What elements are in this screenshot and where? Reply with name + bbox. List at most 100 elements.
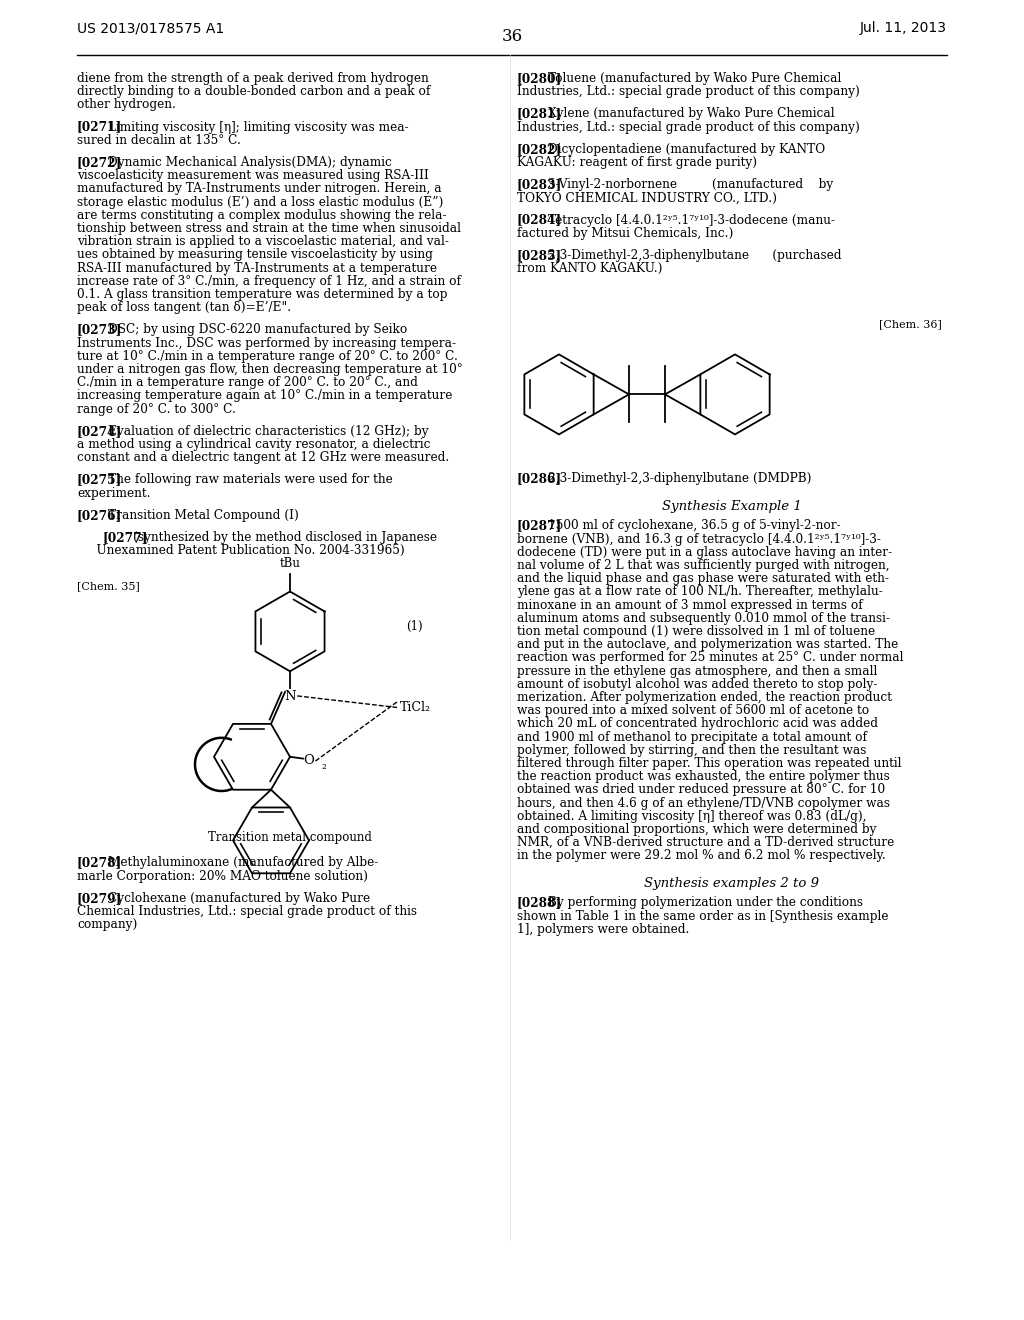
Text: filtered through filter paper. This operation was repeated until: filtered through filter paper. This oper… xyxy=(517,756,901,770)
Text: manufactured by TA-Instruments under nitrogen. Herein, a: manufactured by TA-Instruments under nit… xyxy=(77,182,441,195)
Text: Dicyclopentadiene (manufactured by KANTO: Dicyclopentadiene (manufactured by KANTO xyxy=(548,143,825,156)
Text: obtained. A limiting viscosity [η] thereof was 0.83 (dL/g),: obtained. A limiting viscosity [η] there… xyxy=(517,809,866,822)
Text: which 20 mL of concentrated hydrochloric acid was added: which 20 mL of concentrated hydrochloric… xyxy=(517,717,878,730)
Text: was poured into a mixed solvent of 5600 ml of acetone to: was poured into a mixed solvent of 5600 … xyxy=(517,704,869,717)
Text: increasing temperature again at 10° C./min in a temperature: increasing temperature again at 10° C./m… xyxy=(77,389,453,403)
Text: company): company) xyxy=(77,919,137,931)
Text: RSA-III manufactured by TA-Instruments at a temperature: RSA-III manufactured by TA-Instruments a… xyxy=(77,261,437,275)
Text: 1], polymers were obtained.: 1], polymers were obtained. xyxy=(517,923,689,936)
Text: ture at 10° C./min in a temperature range of 20° C. to 200° C.: ture at 10° C./min in a temperature rang… xyxy=(77,350,458,363)
Text: shown in Table 1 in the same order as in [Synthesis example: shown in Table 1 in the same order as in… xyxy=(517,909,889,923)
Text: [0283]: [0283] xyxy=(517,178,562,191)
Text: storage elastic modulus (E’) and a loss elastic modulus (E”): storage elastic modulus (E’) and a loss … xyxy=(77,195,443,209)
Text: US 2013/0178575 A1: US 2013/0178575 A1 xyxy=(77,21,224,36)
Text: pressure in the ethylene gas atmosphere, and then a small: pressure in the ethylene gas atmosphere,… xyxy=(517,664,878,677)
Text: and the liquid phase and gas phase were saturated with eth-: and the liquid phase and gas phase were … xyxy=(517,572,889,585)
Text: reaction was performed for 25 minutes at 25° C. under normal: reaction was performed for 25 minutes at… xyxy=(517,651,903,664)
Text: factured by Mitsui Chemicals, Inc.): factured by Mitsui Chemicals, Inc.) xyxy=(517,227,733,240)
Text: Limiting viscosity [η]; limiting viscosity was mea-: Limiting viscosity [η]; limiting viscosi… xyxy=(109,120,409,133)
Text: ues obtained by measuring tensile viscoelasticity by using: ues obtained by measuring tensile viscoe… xyxy=(77,248,433,261)
Text: hours, and then 4.6 g of an ethylene/TD/VNB copolymer was: hours, and then 4.6 g of an ethylene/TD/… xyxy=(517,796,890,809)
Text: aluminum atoms and subsequently 0.010 mmol of the transi-: aluminum atoms and subsequently 0.010 mm… xyxy=(517,611,890,624)
Text: polymer, followed by stirring, and then the resultant was: polymer, followed by stirring, and then … xyxy=(517,743,866,756)
Text: range of 20° C. to 300° C.: range of 20° C. to 300° C. xyxy=(77,403,236,416)
Text: ₂: ₂ xyxy=(321,759,326,772)
Text: nal volume of 2 L that was sufficiently purged with nitrogen,: nal volume of 2 L that was sufficiently … xyxy=(517,558,890,572)
Text: viscoelasticity measurement was measured using RSA-III: viscoelasticity measurement was measured… xyxy=(77,169,429,182)
Text: [0279]: [0279] xyxy=(77,892,122,904)
Text: Synthesis Example 1: Synthesis Example 1 xyxy=(663,499,802,512)
Text: [0286]: [0286] xyxy=(517,473,562,486)
Text: Xylene (manufactured by Wako Pure Chemical: Xylene (manufactured by Wako Pure Chemic… xyxy=(548,107,835,120)
Text: constant and a dielectric tangent at 12 GHz were measured.: constant and a dielectric tangent at 12 … xyxy=(77,451,450,465)
Text: [0277]: [0277] xyxy=(102,531,147,544)
Text: NMR, of a VNB-derived structure and a TD-derived structure: NMR, of a VNB-derived structure and a TD… xyxy=(517,836,894,849)
Text: sured in decalin at 135° C.: sured in decalin at 135° C. xyxy=(77,133,241,147)
Text: [0278]: [0278] xyxy=(77,857,122,870)
Text: Transition Metal Compound (I): Transition Metal Compound (I) xyxy=(109,508,299,521)
Text: 1500 ml of cyclohexane, 36.5 g of 5-vinyl-2-nor-: 1500 ml of cyclohexane, 36.5 g of 5-viny… xyxy=(548,519,841,532)
Text: under a nitrogen gas flow, then decreasing temperature at 10°: under a nitrogen gas flow, then decreasi… xyxy=(77,363,463,376)
Text: a method using a cylindrical cavity resonator, a dielectric: a method using a cylindrical cavity reso… xyxy=(77,438,430,451)
Text: Synthesis examples 2 to 9: Synthesis examples 2 to 9 xyxy=(644,876,819,890)
Text: [0288]: [0288] xyxy=(517,896,562,909)
Text: ylene gas at a flow rate of 100 NL/h. Thereafter, methylalu-: ylene gas at a flow rate of 100 NL/h. Th… xyxy=(517,585,883,598)
Text: marle Corporation: 20% MAO toluene solution): marle Corporation: 20% MAO toluene solut… xyxy=(77,870,368,883)
Text: [0271]: [0271] xyxy=(77,120,122,133)
Text: By performing polymerization under the conditions: By performing polymerization under the c… xyxy=(548,896,863,909)
Text: tionship between stress and strain at the time when sinusoidal: tionship between stress and strain at th… xyxy=(77,222,461,235)
Text: are terms constituting a complex modulus showing the rela-: are terms constituting a complex modulus… xyxy=(77,209,446,222)
Text: (synthesized by the method disclosed in Japanese: (synthesized by the method disclosed in … xyxy=(133,531,437,544)
Text: The following raw materials were used for the: The following raw materials were used fo… xyxy=(109,474,393,486)
Text: Industries, Ltd.: special grade product of this company): Industries, Ltd.: special grade product … xyxy=(517,120,860,133)
Text: and put in the autoclave, and polymerization was started. The: and put in the autoclave, and polymeriza… xyxy=(517,638,898,651)
Text: Industries, Ltd.: special grade product of this company): Industries, Ltd.: special grade product … xyxy=(517,86,860,98)
Text: TOKYO CHEMICAL INDUSTRY CO., LTD.): TOKYO CHEMICAL INDUSTRY CO., LTD.) xyxy=(517,191,777,205)
Text: Toluene (manufactured by Wako Pure Chemical: Toluene (manufactured by Wako Pure Chemi… xyxy=(548,73,842,84)
Text: peak of loss tangent (tan δ)=E’/E".: peak of loss tangent (tan δ)=E’/E". xyxy=(77,301,291,314)
Text: [0275]: [0275] xyxy=(77,474,122,486)
Text: Cyclohexane (manufactured by Wako Pure: Cyclohexane (manufactured by Wako Pure xyxy=(109,892,371,904)
Text: [0274]: [0274] xyxy=(77,425,122,438)
Text: Evaluation of dielectric characteristics (12 GHz); by: Evaluation of dielectric characteristics… xyxy=(109,425,429,438)
Text: [0282]: [0282] xyxy=(517,143,562,156)
Text: [0285]: [0285] xyxy=(517,249,562,261)
Text: Chemical Industries, Ltd.: special grade product of this: Chemical Industries, Ltd.: special grade… xyxy=(77,906,417,917)
Text: [0287]: [0287] xyxy=(517,519,562,532)
Text: bornene (VNB), and 16.3 g of tetracyclo [4.4.0.1²ʸ⁵.1⁷ʸ¹⁰]-3-: bornene (VNB), and 16.3 g of tetracyclo … xyxy=(517,532,881,545)
Text: [Chem. 36]: [Chem. 36] xyxy=(880,319,942,330)
Text: Methylaluminoxane (manufactured by Albe-: Methylaluminoxane (manufactured by Albe- xyxy=(109,857,379,870)
Text: [0272]: [0272] xyxy=(77,156,122,169)
Text: Tetracyclo [4.4.0.1²ʸ⁵.1⁷ʸ¹⁰]-3-dodecene (manu-: Tetracyclo [4.4.0.1²ʸ⁵.1⁷ʸ¹⁰]-3-dodecene… xyxy=(548,214,836,227)
Text: [0276]: [0276] xyxy=(77,508,122,521)
Text: from KANTO KAGAKU.): from KANTO KAGAKU.) xyxy=(517,263,663,275)
Text: 0.1. A glass transition temperature was determined by a top: 0.1. A glass transition temperature was … xyxy=(77,288,447,301)
Text: experiment.: experiment. xyxy=(77,487,151,499)
Text: 2,3-Dimethyl-2,3-diphenylbutane (DMDPB): 2,3-Dimethyl-2,3-diphenylbutane (DMDPB) xyxy=(548,473,812,486)
Text: 5-Vinyl-2-norbornene         (manufactured    by: 5-Vinyl-2-norbornene (manufactured by xyxy=(548,178,834,191)
Text: DSC; by using DSC-6220 manufactured by Seiko: DSC; by using DSC-6220 manufactured by S… xyxy=(109,323,408,337)
Text: and 1900 ml of methanol to precipitate a total amount of: and 1900 ml of methanol to precipitate a… xyxy=(517,730,867,743)
Text: and compositional proportions, which were determined by: and compositional proportions, which wer… xyxy=(517,822,877,836)
Text: [0280]: [0280] xyxy=(517,73,562,84)
Text: [0273]: [0273] xyxy=(77,323,123,337)
Text: O: O xyxy=(303,754,314,767)
Text: Dynamic Mechanical Analysis(DMA); dynamic: Dynamic Mechanical Analysis(DMA); dynami… xyxy=(109,156,392,169)
Text: the reaction product was exhausted, the entire polymer thus: the reaction product was exhausted, the … xyxy=(517,770,890,783)
Text: merization. After polymerization ended, the reaction product: merization. After polymerization ended, … xyxy=(517,690,892,704)
Text: [Chem. 35]: [Chem. 35] xyxy=(77,581,140,591)
Text: dodecene (TD) were put in a glass autoclave having an inter-: dodecene (TD) were put in a glass autocl… xyxy=(517,545,892,558)
Text: in the polymer were 29.2 mol % and 6.2 mol % respectively.: in the polymer were 29.2 mol % and 6.2 m… xyxy=(517,849,886,862)
Text: [0284]: [0284] xyxy=(517,214,562,227)
Text: C./min in a temperature range of 200° C. to 20° C., and: C./min in a temperature range of 200° C.… xyxy=(77,376,418,389)
Text: other hydrogen.: other hydrogen. xyxy=(77,99,176,111)
Text: obtained was dried under reduced pressure at 80° C. for 10: obtained was dried under reduced pressur… xyxy=(517,783,885,796)
Text: diene from the strength of a peak derived from hydrogen: diene from the strength of a peak derive… xyxy=(77,73,429,84)
Text: directly binding to a double-bonded carbon and a peak of: directly binding to a double-bonded carb… xyxy=(77,86,430,98)
Text: amount of isobutyl alcohol was added thereto to stop poly-: amount of isobutyl alcohol was added the… xyxy=(517,677,878,690)
Text: KAGAKU: reagent of first grade purity): KAGAKU: reagent of first grade purity) xyxy=(517,156,757,169)
Text: tBu: tBu xyxy=(280,557,300,569)
Text: Jul. 11, 2013: Jul. 11, 2013 xyxy=(860,21,947,36)
Text: increase rate of 3° C./min, a frequency of 1 Hz, and a strain of: increase rate of 3° C./min, a frequency … xyxy=(77,275,461,288)
Text: minoxane in an amount of 3 mmol expressed in terms of: minoxane in an amount of 3 mmol expresse… xyxy=(517,598,863,611)
